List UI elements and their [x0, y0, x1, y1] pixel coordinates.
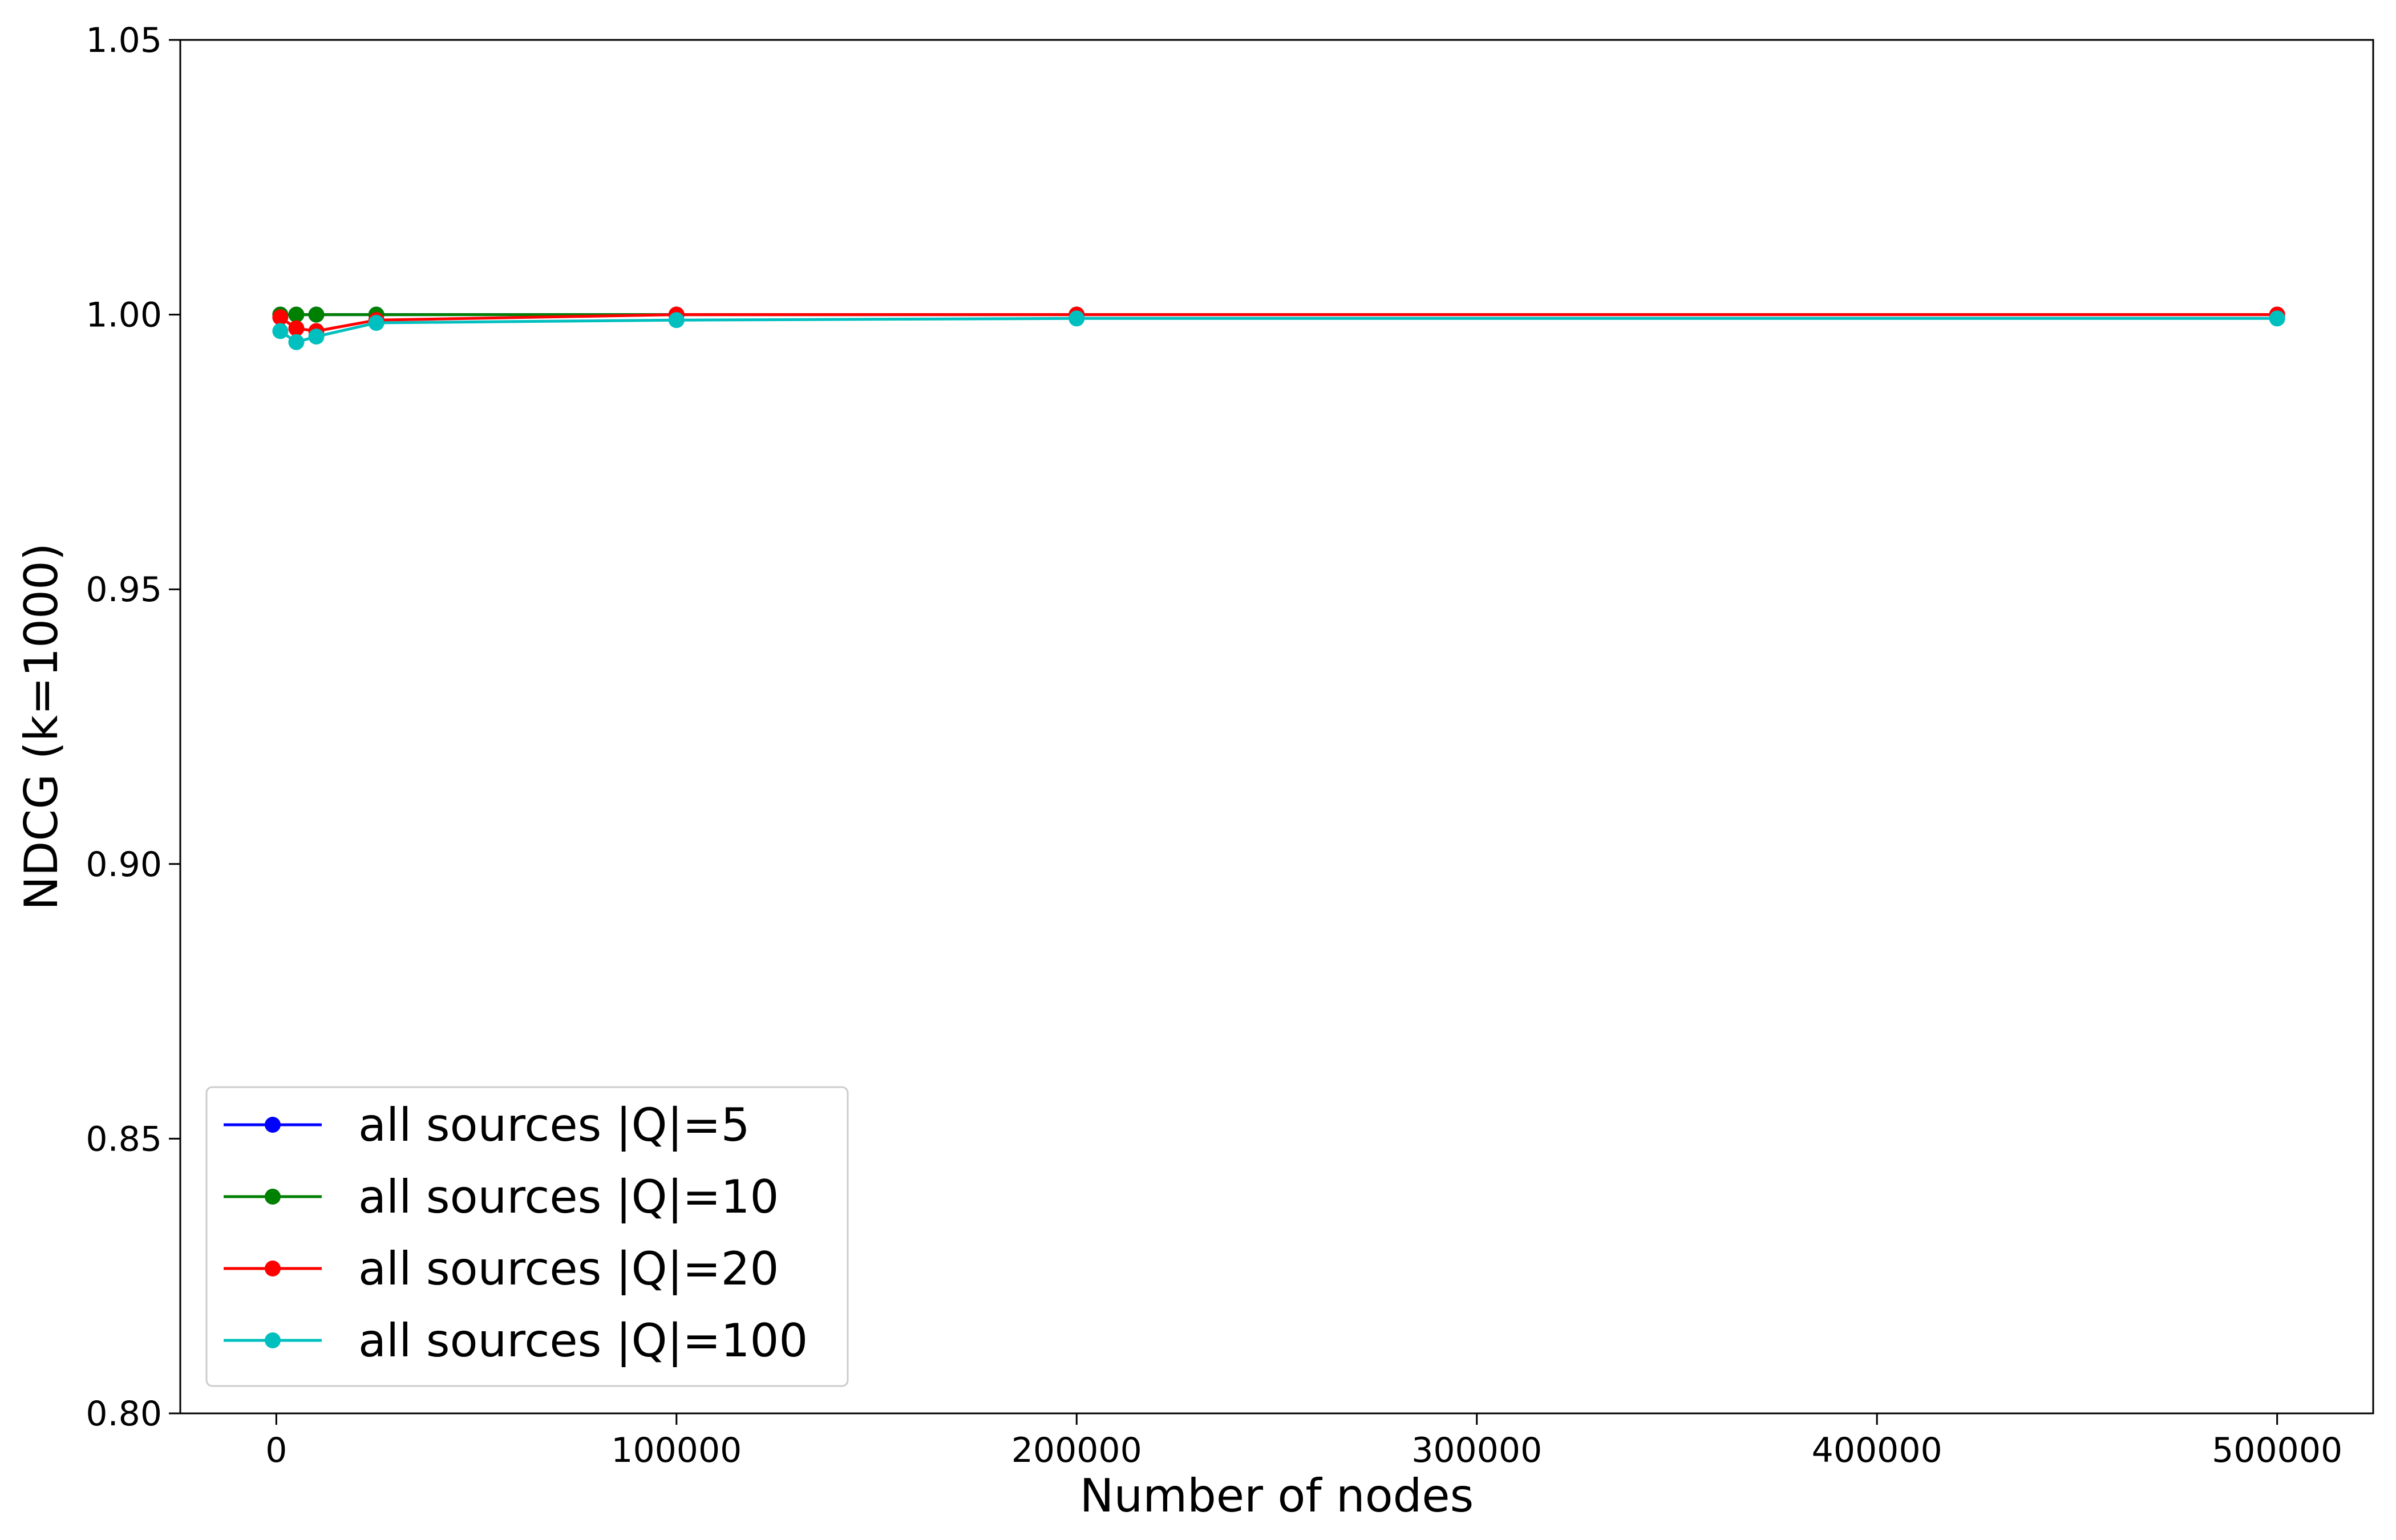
x-tick-label: 300000: [1411, 1430, 1542, 1470]
x-tick-label: 500000: [2212, 1430, 2342, 1470]
legend-box: [205, 1086, 849, 1387]
data-point: [1069, 310, 1085, 327]
legend-item: all sources |Q|=20: [224, 1242, 779, 1296]
data-point: [272, 309, 289, 326]
y-tick-label: 0.90: [86, 845, 162, 885]
y-tick-label: 1.05: [86, 21, 162, 60]
legend-item: all sources |Q|=100: [224, 1314, 808, 1368]
legend-marker: [265, 1117, 281, 1133]
y-tick-label: 0.80: [86, 1394, 162, 1434]
data-point: [2269, 310, 2285, 327]
data-point: [668, 312, 685, 329]
x-tick-label: 200000: [1011, 1430, 1142, 1470]
legend-label: all sources |Q|=20: [358, 1242, 779, 1296]
series-4: [272, 310, 2285, 350]
y-axis-title: NDCG (k=1000): [15, 543, 68, 910]
data-point: [288, 334, 305, 350]
legend-label: all sources |Q|=100: [358, 1314, 808, 1368]
data-point: [288, 320, 305, 337]
y-tick-label: 0.85: [86, 1119, 162, 1159]
data-point: [288, 306, 305, 323]
legend-marker: [265, 1332, 281, 1348]
legend-item: all sources |Q|=5: [224, 1099, 750, 1152]
y-axis-ticks: 0.80 0.85 0.90 0.95 1.00 1.05: [86, 21, 180, 1434]
y-tick-label: 1.00: [86, 295, 162, 335]
x-axis-ticks: 0 100000 200000 300000 400000 500000: [265, 1413, 2342, 1470]
series-layer: [272, 306, 2285, 350]
x-tick-label: 0: [265, 1430, 287, 1470]
data-point: [308, 329, 325, 345]
y-tick-label: 0.95: [86, 570, 162, 610]
legend-label: all sources |Q|=5: [358, 1099, 750, 1152]
x-tick-label: 400000: [1812, 1430, 1942, 1470]
legend-marker: [265, 1261, 281, 1276]
data-point: [272, 323, 289, 339]
data-point: [368, 315, 385, 331]
legend-item: all sources |Q|=10: [224, 1170, 779, 1224]
x-axis-title: Number of nodes: [1080, 1469, 1474, 1522]
legend-marker: [265, 1189, 281, 1205]
data-point: [308, 306, 325, 323]
x-tick-label: 100000: [611, 1430, 742, 1470]
legend: all sources |Q|=5 all sources |Q|=10 all s…: [205, 1086, 849, 1387]
plot-frame: [179, 39, 2374, 1415]
legend-label: all sources |Q|=10: [358, 1170, 779, 1224]
